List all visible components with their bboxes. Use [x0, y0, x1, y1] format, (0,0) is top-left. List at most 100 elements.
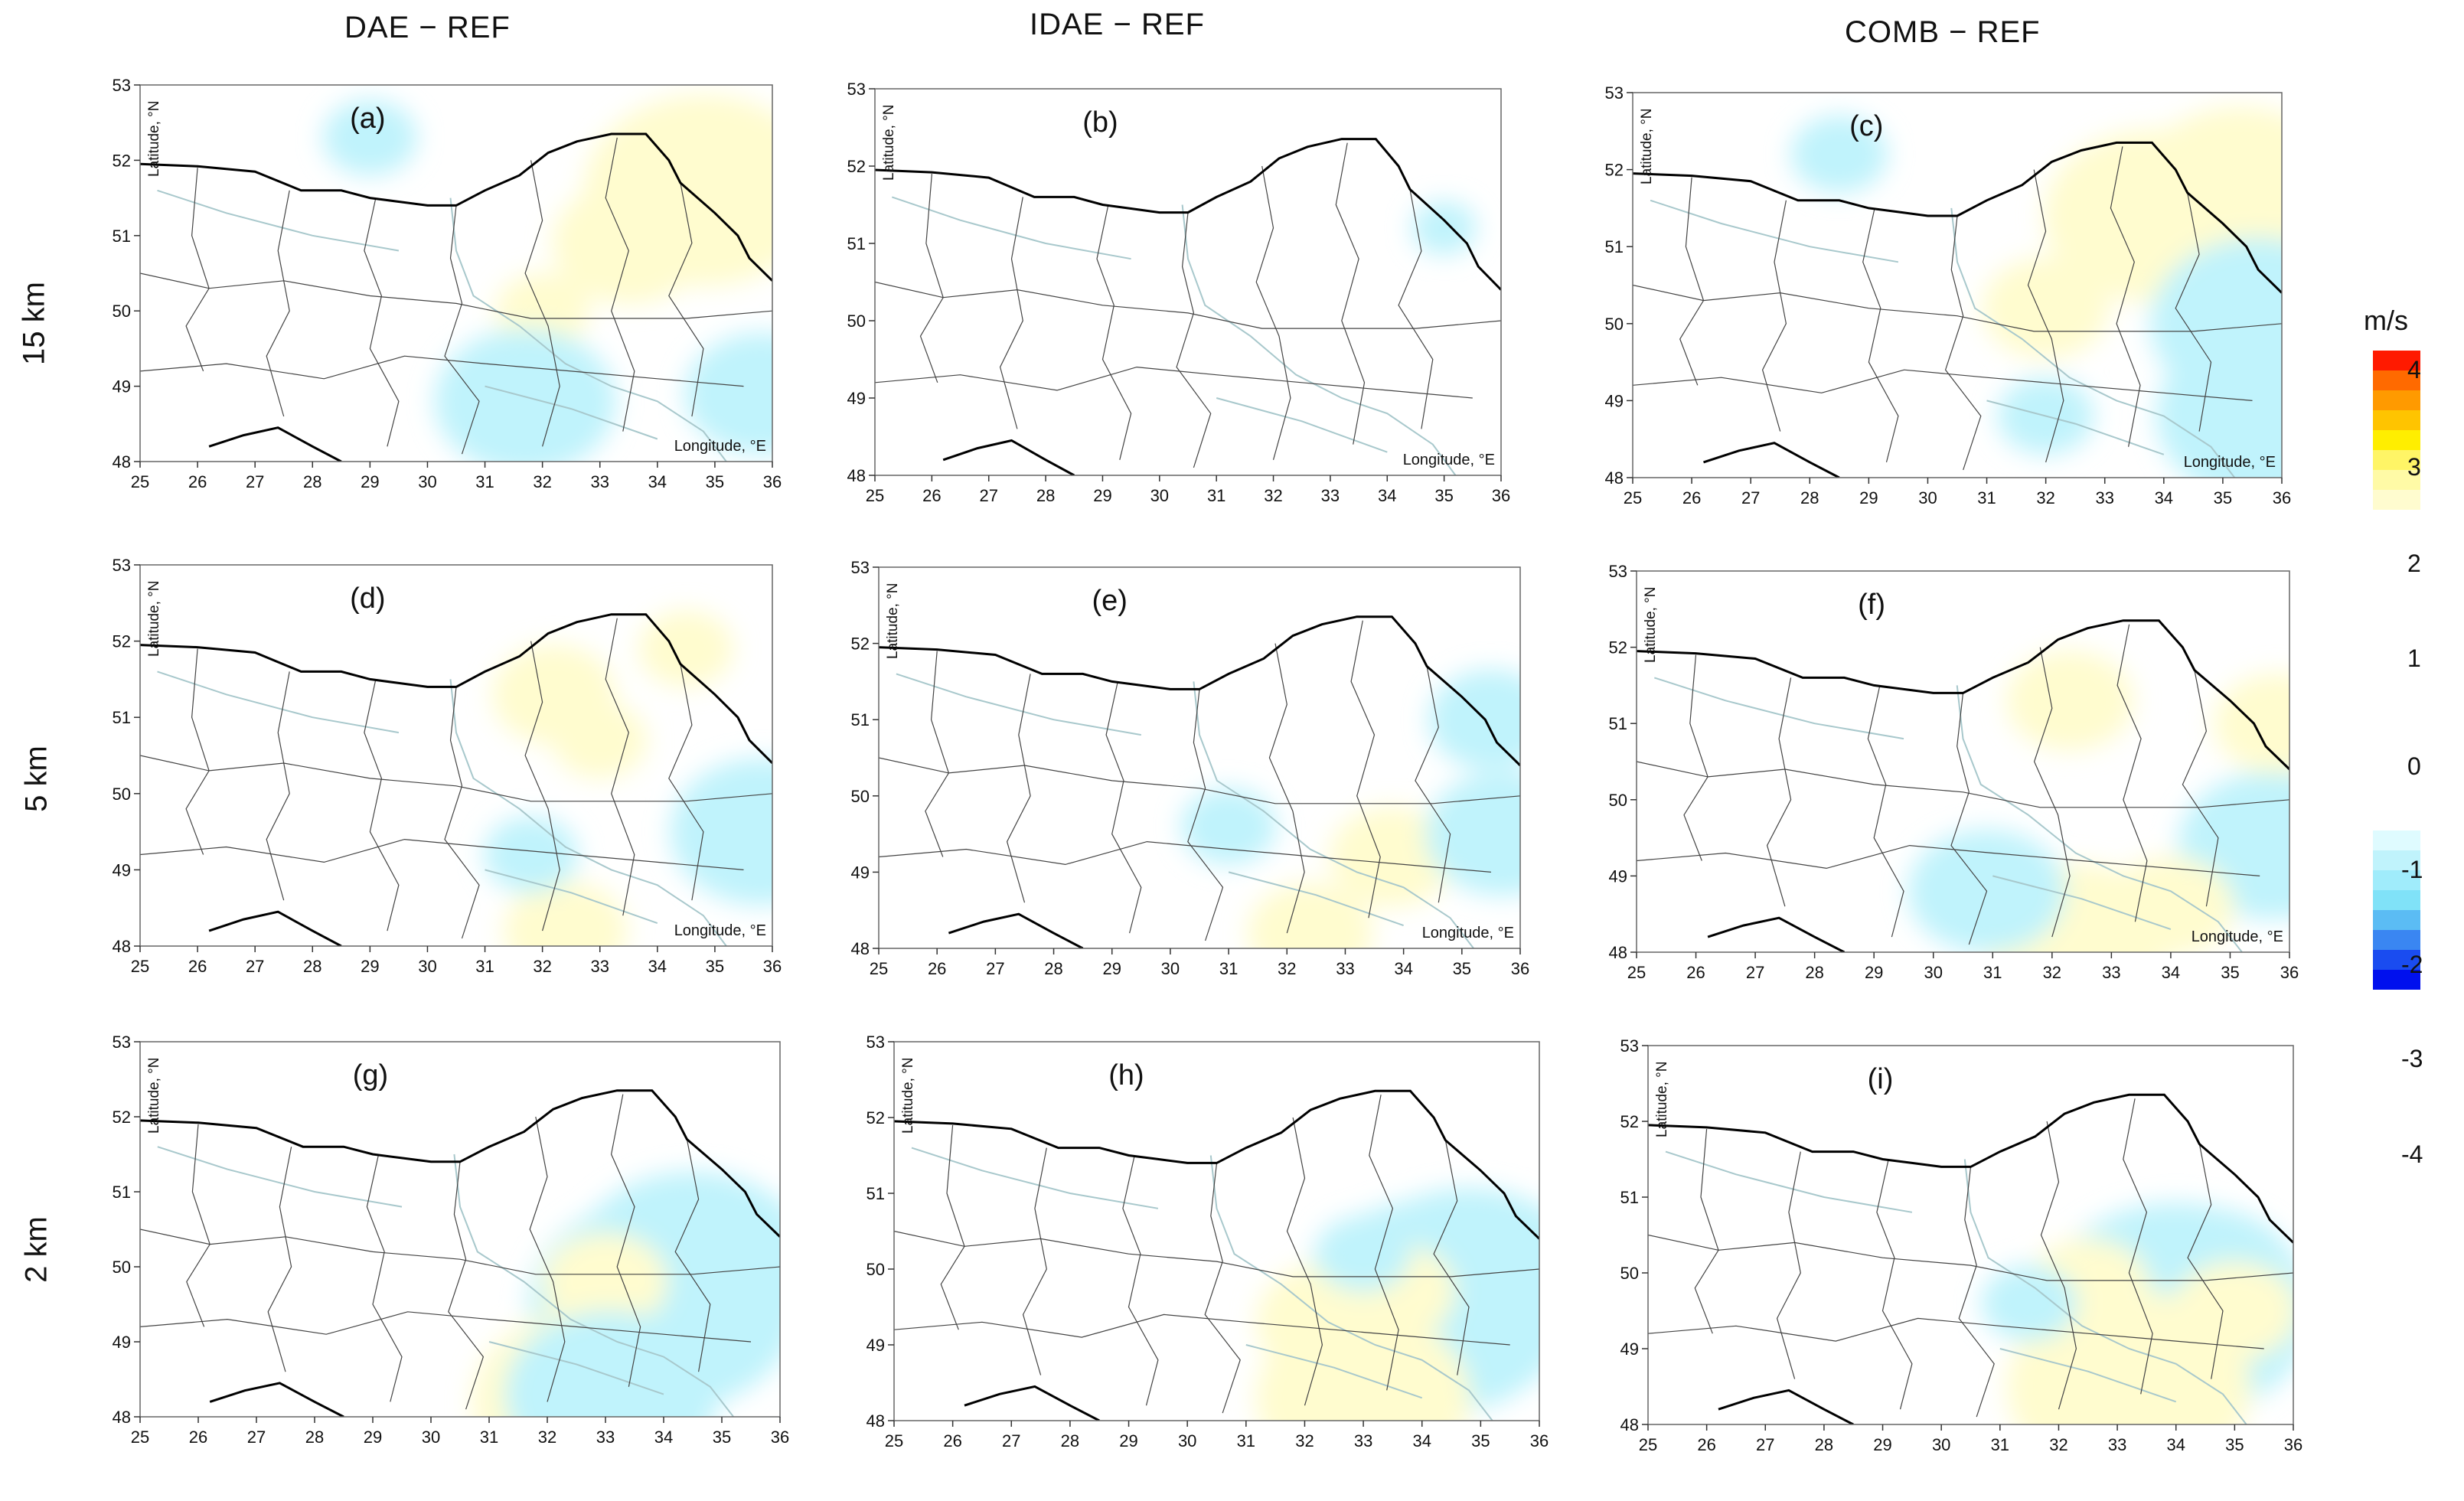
anomaly-contour — [552, 182, 705, 305]
y-tick-label: 49 — [1605, 391, 1624, 410]
x-tick-label: 33 — [2095, 488, 2113, 507]
colorbar-segment — [2373, 450, 2420, 470]
region-boundary — [894, 1313, 1510, 1346]
region-boundary — [1415, 666, 1451, 903]
x-tick-label: 34 — [654, 1428, 673, 1447]
x-tick-label: 31 — [475, 472, 494, 491]
x-tick-label: 30 — [1924, 963, 1942, 982]
y-tick-label: 53 — [1605, 83, 1624, 103]
anomaly-contour — [1425, 772, 1520, 896]
colorbar-tick-label: 4 — [2407, 356, 2421, 383]
anomaly-contour — [2172, 1261, 2293, 1361]
region-boundary — [364, 197, 400, 447]
panel-label: (e) — [1092, 585, 1127, 617]
state-border — [1707, 916, 1846, 952]
region-boundary — [1350, 620, 1381, 919]
x-tick-label: 36 — [2280, 963, 2299, 982]
x-tick-label: 25 — [131, 1428, 149, 1447]
region-boundary — [1398, 189, 1434, 429]
state-border — [209, 1382, 344, 1417]
y-tick-label: 51 — [851, 710, 870, 729]
x-tick-label: 28 — [1815, 1435, 1833, 1454]
map-svg: 25 26 27 28 29 30 31 32 33 34 35 36 48 49 50 51 52 53 Lati… — [113, 1033, 790, 1447]
x-tick-label: 36 — [763, 957, 782, 976]
x-tick-label: 28 — [303, 472, 321, 491]
region-boundary — [140, 272, 772, 319]
region-boundary — [1950, 693, 1988, 945]
y-tick-label: 52 — [113, 151, 131, 170]
x-tick-label: 32 — [538, 1428, 556, 1447]
y-tick-label: 49 — [113, 377, 131, 396]
region-boundary — [1335, 142, 1366, 445]
map-svg: 25 26 27 28 29 30 31 32 33 34 35 36 48 49 50 51 52 53 Lati… — [1620, 1036, 2303, 1454]
x-tick-label: 32 — [2036, 488, 2054, 507]
x-tick-label: 25 — [870, 959, 888, 978]
x-tick-label: 26 — [189, 1428, 207, 1447]
region-boundary — [1862, 207, 1899, 463]
map-svg: 25 26 27 28 29 30 31 32 33 34 35 36 48 49 50 51 52 53 Lati… — [1609, 562, 2299, 982]
region-boundary — [610, 1094, 641, 1387]
y-tick-label: 52 — [851, 635, 870, 654]
y-tick-label: 49 — [866, 1336, 885, 1355]
region-boundary — [1944, 215, 1982, 471]
region-boundary — [2027, 169, 2064, 463]
river-line — [1209, 1155, 1493, 1421]
plot-frame — [1632, 92, 2283, 478]
x-tick-label: 32 — [533, 472, 551, 491]
y-tick-label: 52 — [866, 1108, 885, 1127]
panel-label: (a) — [350, 103, 385, 135]
region-boundary — [2123, 1098, 2153, 1395]
x-tick-label: 25 — [1639, 1435, 1657, 1454]
state-border — [208, 426, 342, 462]
x-tick-label: 31 — [475, 957, 494, 976]
anomaly-contour — [1428, 670, 1520, 770]
plot-frame — [1636, 570, 2290, 953]
column-title-dae: DAE − REF — [344, 11, 511, 44]
region-boundary — [999, 197, 1023, 429]
panel-label: (b) — [1082, 106, 1118, 139]
x-tick-label: 32 — [533, 957, 551, 976]
region-boundary — [1122, 1155, 1159, 1406]
state-border — [1718, 1388, 1854, 1424]
x-tick-label: 34 — [2166, 1435, 2185, 1454]
x-tick-label: 29 — [1865, 963, 1883, 982]
region-boundary — [448, 1161, 485, 1410]
region-boundary — [1187, 689, 1224, 941]
y-tick-label: 53 — [866, 1033, 885, 1052]
colorbar-segment — [2373, 910, 2420, 930]
y-tick-label: 52 — [113, 1108, 131, 1127]
x-tick-label: 26 — [1686, 963, 1705, 982]
x-tick-label: 28 — [303, 957, 321, 976]
state-border — [208, 910, 342, 946]
x-tick-label: 36 — [1530, 1431, 1549, 1450]
region-boundary — [1204, 1163, 1241, 1414]
x-tick-label: 31 — [1207, 486, 1225, 505]
panel-h: 25 26 27 28 29 30 31 32 33 34 35 36 48 49 50 51 52 53 Lati… — [842, 1033, 1550, 1454]
region-boundary — [140, 838, 744, 870]
y-tick-label: 48 — [866, 1411, 885, 1431]
region-boundary — [605, 137, 635, 432]
x-tick-label: 33 — [1336, 959, 1354, 978]
panel-e: 25 26 27 28 29 30 31 32 33 34 35 36 48 49 50 51 52 53 Lati… — [827, 558, 1531, 982]
river-line — [449, 197, 727, 462]
region-boundary — [668, 664, 704, 901]
region-boundary — [1633, 369, 2253, 401]
y-tick-label: 52 — [1609, 638, 1627, 658]
map-svg: 25 26 27 28 29 30 31 32 33 34 35 36 48 49 50 51 52 53 Lati… — [851, 558, 1530, 978]
y-tick-label: 51 — [1620, 1188, 1639, 1207]
y-tick-label: 51 — [1609, 714, 1627, 733]
x-tick-label: 35 — [2221, 963, 2239, 982]
y-axis-label: Latitude, °N — [1654, 1062, 1670, 1138]
region-boundary — [674, 1139, 711, 1372]
y-tick-label: 51 — [866, 1184, 885, 1203]
region-boundary — [1867, 685, 1904, 938]
x-tick-label: 27 — [1002, 1431, 1020, 1450]
region-boundary — [1648, 1234, 2293, 1281]
river-line — [157, 1146, 403, 1208]
x-tick-label: 29 — [1102, 959, 1121, 978]
x-tick-label: 28 — [1044, 959, 1062, 978]
x-tick-label: 34 — [1394, 959, 1412, 978]
x-tick-label: 28 — [305, 1428, 324, 1447]
anomaly-contour — [553, 702, 648, 778]
region-boundary — [1369, 1095, 1399, 1391]
